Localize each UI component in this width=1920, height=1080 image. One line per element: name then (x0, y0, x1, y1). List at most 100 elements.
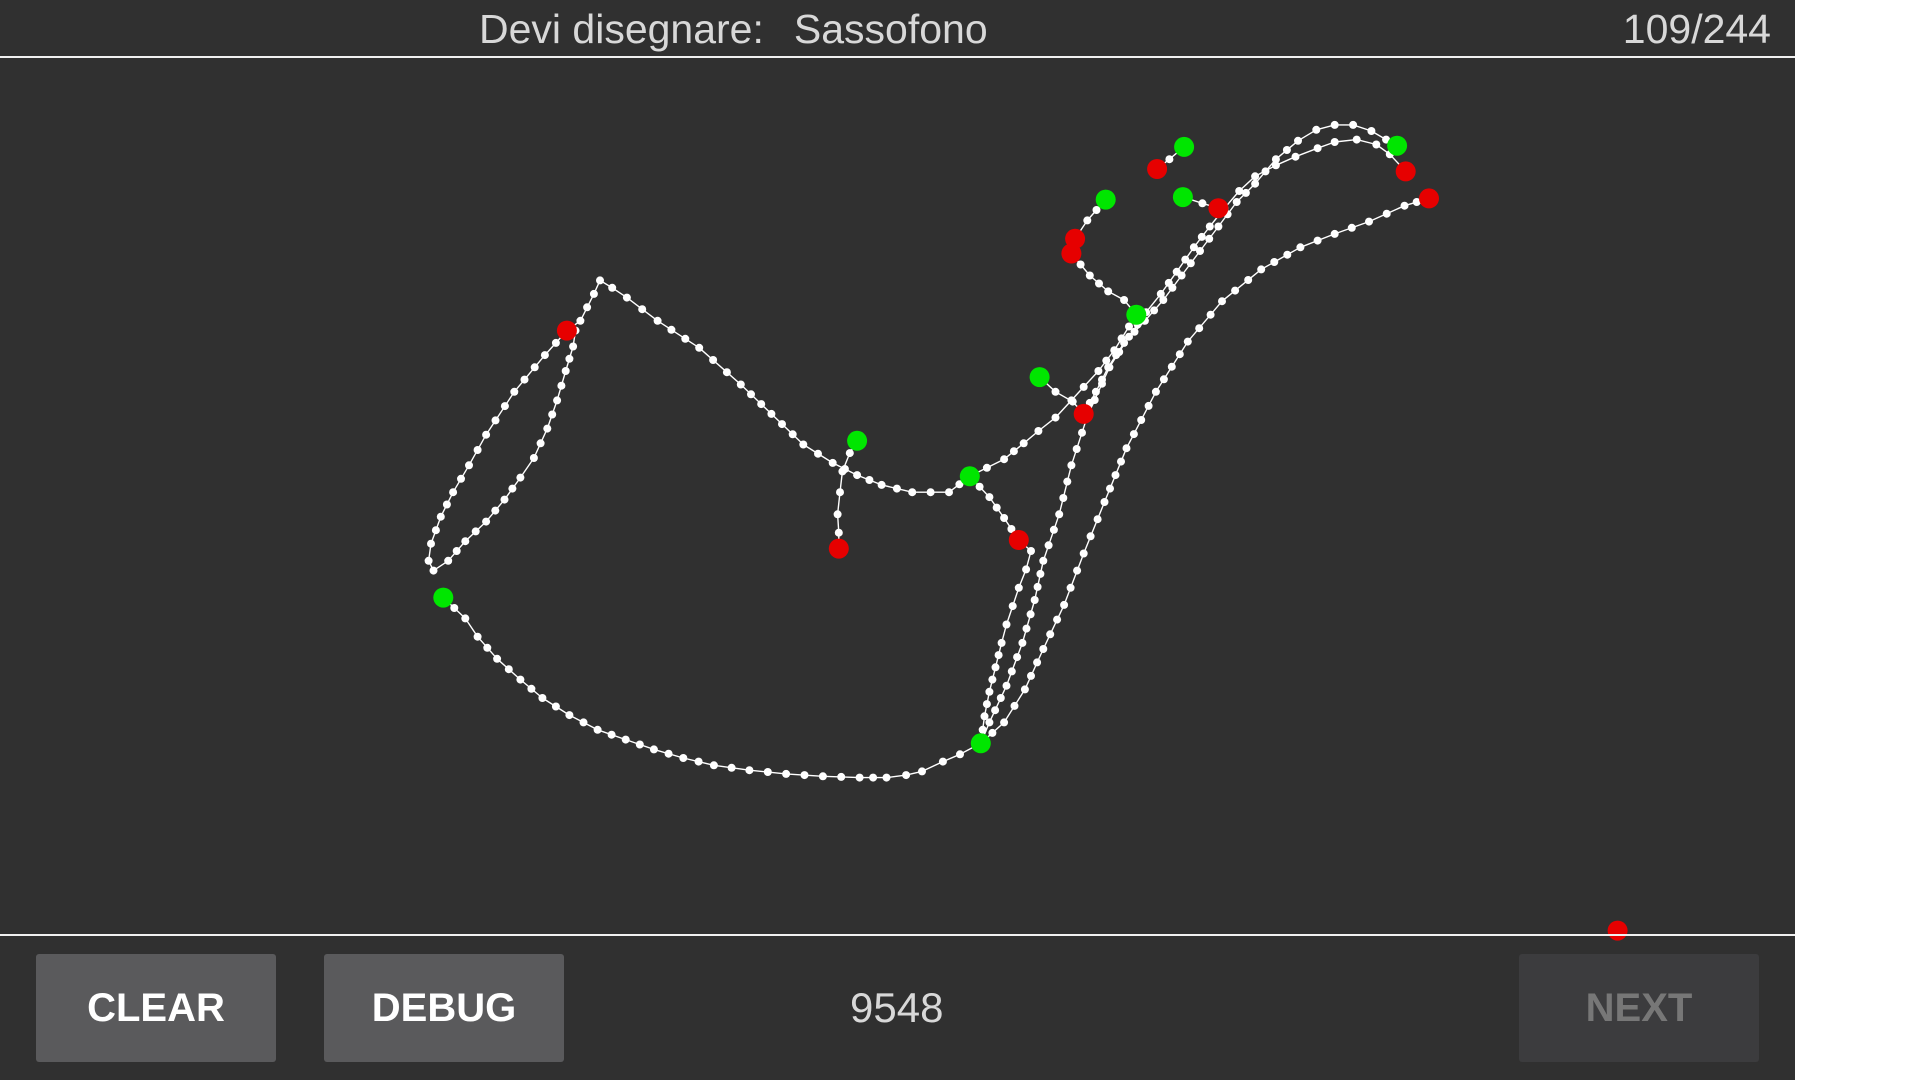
stroke-point (681, 334, 690, 343)
stroke-point (1066, 583, 1075, 592)
stroke-point (607, 730, 616, 739)
stroke-point (865, 476, 874, 484)
stroke-point (424, 556, 433, 565)
stroke-point (500, 495, 509, 504)
stroke-point (1144, 401, 1153, 410)
stroke-point (869, 773, 878, 782)
stroke-point (1063, 477, 1072, 486)
red-dot-icon (1008, 530, 1029, 550)
stroke-point (926, 488, 935, 497)
stroke-point (709, 761, 718, 770)
stroke-point (694, 757, 703, 766)
red-dot-icon (1208, 198, 1229, 219)
stroke-point (427, 539, 435, 548)
stroke-point (569, 342, 578, 351)
stroke-point (1120, 296, 1129, 304)
target-word: Sassofono (793, 6, 988, 52)
debug-button[interactable]: DEBUG (324, 954, 564, 1062)
stroke-point (991, 663, 1000, 672)
stroke-point (1197, 232, 1206, 241)
stroke-point (621, 735, 630, 744)
stroke-point (449, 488, 458, 497)
stroke-point (1130, 327, 1139, 336)
stroke-point (1013, 653, 1022, 662)
stroke-point (814, 449, 822, 458)
stroke-point (450, 604, 459, 612)
stroke-point (1294, 136, 1302, 145)
stroke-point (1102, 356, 1111, 365)
clear-button[interactable]: CLEAR (36, 954, 276, 1062)
stroke-point (978, 725, 987, 734)
sketch-stroke (427, 330, 577, 572)
stroke-point (508, 484, 517, 493)
stroke-point (837, 772, 846, 781)
drawing-canvas[interactable] (0, 0, 1795, 1080)
green-dot-icon (1095, 189, 1116, 210)
stroke-point (538, 694, 547, 702)
stroke-point (1372, 140, 1381, 149)
stroke-point (565, 711, 574, 720)
progress-counter: 109/244 (1622, 6, 1771, 52)
stroke-point (482, 430, 491, 439)
stroke-point (444, 556, 453, 565)
green-dot-icon (1126, 304, 1147, 325)
stroke-point (1086, 532, 1095, 541)
stroke-point (493, 654, 502, 663)
green-dot-icon (1172, 187, 1193, 208)
stroke-point (1085, 271, 1094, 280)
stroke-point (429, 566, 438, 575)
red-dot-icon (828, 538, 849, 559)
stroke-point (561, 367, 570, 375)
stroke-point (1241, 188, 1250, 197)
stroke-point (800, 771, 809, 780)
stroke-point (520, 375, 529, 384)
stroke-point (1098, 375, 1106, 384)
stroke-point (1296, 243, 1305, 252)
stroke-point (1018, 638, 1027, 647)
stroke-point (1271, 155, 1280, 164)
stroke-point (988, 675, 997, 684)
green-dot-icon (959, 466, 980, 487)
stroke-point (461, 537, 470, 546)
stroke-point (1049, 525, 1058, 534)
stroke-point (1235, 187, 1244, 195)
bottom-divider (0, 934, 1795, 936)
stroke-point (996, 694, 1005, 702)
stroke-point (529, 454, 538, 462)
stroke-point (551, 702, 560, 711)
stroke-point (504, 665, 513, 674)
stroke-point (877, 480, 886, 489)
stroke-point (1059, 494, 1068, 502)
stroke-point (938, 757, 947, 766)
stroke-point (1100, 498, 1109, 506)
stroke-point (530, 363, 539, 372)
stroke-point (1352, 135, 1361, 144)
sketch-stroke (442, 597, 982, 779)
stroke-point (1270, 258, 1279, 266)
stroke-point (491, 506, 500, 515)
stroke-point (1165, 155, 1174, 164)
prompt-label: Devi disegnare: (479, 6, 764, 52)
stroke-point (436, 512, 445, 521)
stroke-point (1186, 259, 1195, 268)
stroke-point (664, 749, 673, 758)
green-dot-icon (433, 587, 454, 608)
stroke-point (1261, 167, 1270, 176)
stroke-point (589, 289, 598, 298)
stroke-point (1367, 127, 1376, 135)
stroke-point (491, 416, 500, 425)
stroke-point (1039, 556, 1048, 565)
stroke-point (452, 547, 461, 555)
next-button[interactable]: NEXT (1519, 954, 1759, 1062)
stroke-point (833, 510, 842, 519)
prompt: Devi disegnare: Sassofono (479, 6, 988, 53)
stroke-point (1251, 179, 1260, 188)
stroke-point (1010, 701, 1019, 710)
stroke-point (828, 458, 837, 467)
stroke-point (1195, 324, 1204, 333)
stroke-point (593, 725, 602, 734)
stroke-point (1020, 685, 1029, 694)
stroke-point (653, 316, 662, 325)
stroke-point (1159, 375, 1168, 384)
stroke-point (975, 482, 984, 491)
